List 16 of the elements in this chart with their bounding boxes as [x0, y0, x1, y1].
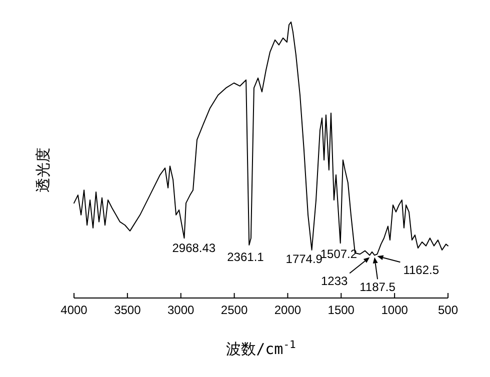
x-tick-label: 2000	[274, 303, 302, 317]
annotation: 1187.5	[360, 280, 396, 294]
x-tick-label: 1500	[328, 303, 355, 317]
x-tick-label: 2500	[220, 303, 248, 317]
x-axis-title: 波数/cm$^{-1}$	[226, 339, 296, 358]
x-tick-label: 1000	[381, 303, 408, 317]
annotation: 2361.1	[227, 250, 264, 264]
annotation: 1233	[320, 274, 348, 288]
annotation: 2968.43	[172, 241, 216, 256]
x-tick-label: 500	[438, 303, 458, 317]
annotation: 1162.5	[403, 263, 440, 278]
x-tick-label: 4000	[60, 303, 88, 317]
x-tick-label: 3000	[168, 303, 195, 317]
annotation: 1774.9	[286, 252, 322, 266]
x-tick-label: 3500	[114, 303, 142, 317]
y-axis-title: 透光度	[34, 148, 52, 192]
